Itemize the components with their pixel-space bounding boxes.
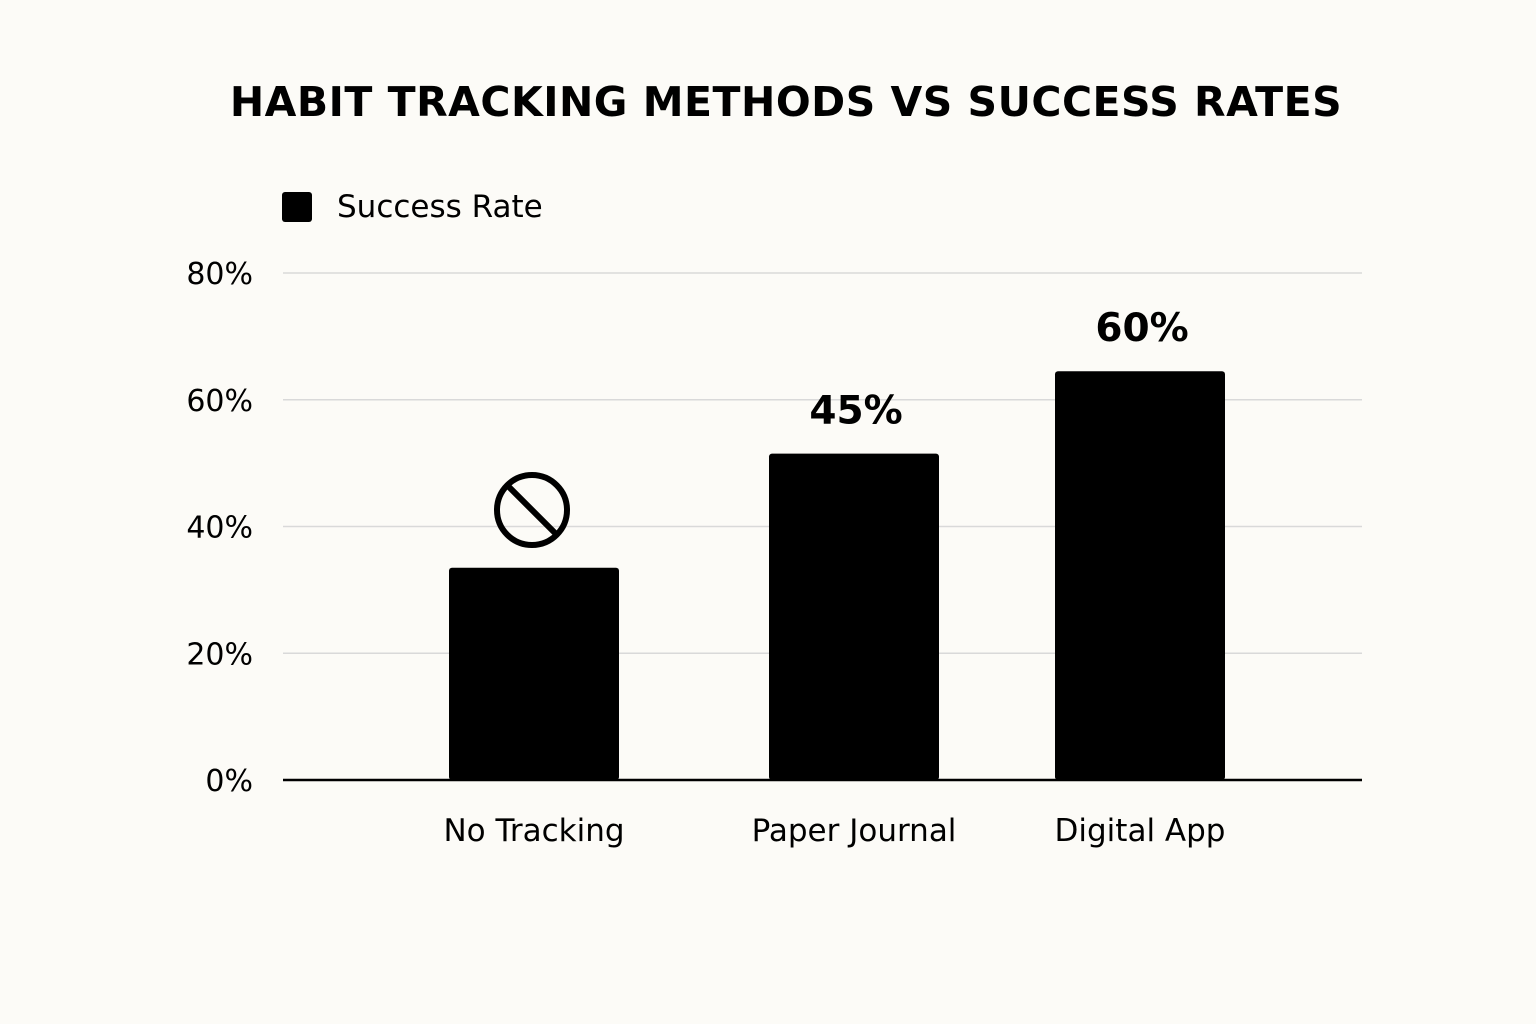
- x-tick-label: Paper Journal: [752, 813, 957, 849]
- legend: Success Rate: [282, 189, 543, 225]
- data-label: 60%: [1095, 306, 1188, 351]
- prohibited-icon: [494, 472, 570, 548]
- chart-title: HABIT TRACKING METHODS VS SUCCESS RATES: [229, 78, 1343, 126]
- bar: [1055, 371, 1225, 780]
- legend-label: Success Rate: [337, 189, 543, 225]
- x-tick-label: No Tracking: [443, 813, 624, 849]
- y-tick-label: 20%: [186, 637, 253, 672]
- x-tick-label: Digital App: [1055, 813, 1226, 849]
- y-tick-label: 60%: [186, 384, 253, 419]
- y-tick-label: 0%: [205, 764, 253, 799]
- y-tick-label: 40%: [186, 511, 253, 546]
- bar: [449, 567, 619, 780]
- data-label: 45%: [809, 389, 902, 434]
- y-tick-label: 80%: [186, 257, 253, 292]
- legend-swatch: [282, 192, 312, 222]
- bar: [769, 453, 939, 780]
